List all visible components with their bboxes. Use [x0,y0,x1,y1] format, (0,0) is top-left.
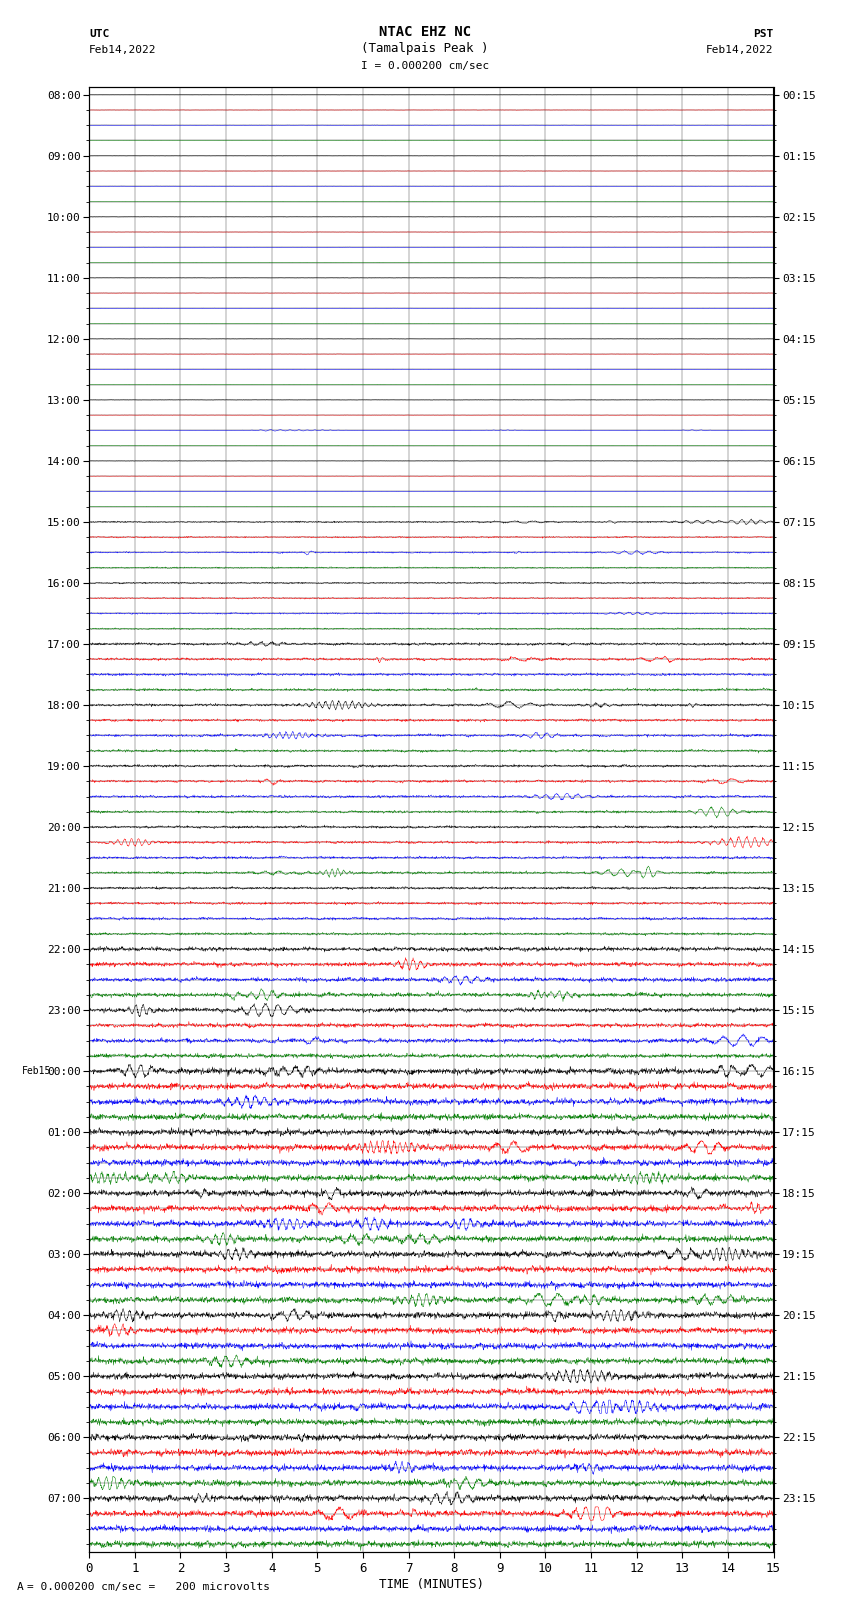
Text: (Tamalpais Peak ): (Tamalpais Peak ) [361,42,489,55]
Text: A: A [17,1582,24,1592]
Text: Feb15: Feb15 [22,1066,52,1076]
Text: PST: PST [753,29,774,39]
Text: = 0.000200 cm/sec =   200 microvolts: = 0.000200 cm/sec = 200 microvolts [27,1582,270,1592]
Text: Feb14,2022: Feb14,2022 [89,45,156,55]
Text: I = 0.000200 cm/sec: I = 0.000200 cm/sec [361,61,489,71]
Text: UTC: UTC [89,29,110,39]
X-axis label: TIME (MINUTES): TIME (MINUTES) [379,1578,484,1590]
Text: Feb14,2022: Feb14,2022 [706,45,774,55]
Text: NTAC EHZ NC: NTAC EHZ NC [379,24,471,39]
